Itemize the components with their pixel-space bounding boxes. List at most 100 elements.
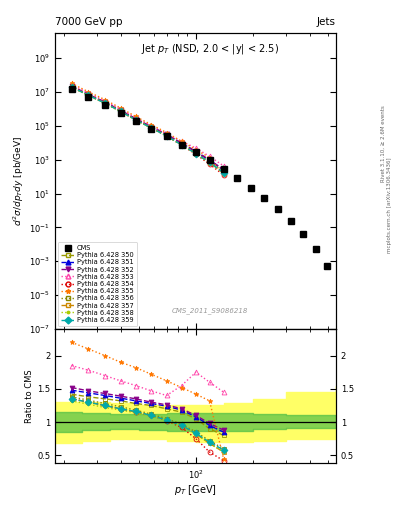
Pythia 6.428 354 <box>103 100 107 106</box>
Pythia 6.428 357 <box>133 117 138 123</box>
Pythia 6.428 357 <box>69 84 74 90</box>
CMS <box>221 165 226 172</box>
Pythia 6.428 351 <box>149 124 154 130</box>
Line: Pythia 6.428 352: Pythia 6.428 352 <box>69 83 226 172</box>
Pythia 6.428 350 <box>86 92 91 98</box>
Pythia 6.428 353 <box>86 90 91 96</box>
Pythia 6.428 350 <box>149 124 154 130</box>
Pythia 6.428 357 <box>194 151 198 157</box>
Pythia 6.428 355 <box>69 80 74 87</box>
CMS <box>288 218 293 224</box>
CMS <box>275 205 280 211</box>
Pythia 6.428 351 <box>179 140 184 146</box>
Pythia 6.428 352 <box>69 83 74 89</box>
Pythia 6.428 353 <box>194 145 198 151</box>
Line: CMS: CMS <box>69 87 329 269</box>
Pythia 6.428 355 <box>207 155 212 161</box>
Line: Pythia 6.428 356: Pythia 6.428 356 <box>69 84 226 175</box>
Pythia 6.428 350 <box>164 132 169 138</box>
Pythia 6.428 350 <box>221 167 226 174</box>
Pythia 6.428 351 <box>194 148 198 155</box>
Pythia 6.428 354 <box>69 84 74 90</box>
Pythia 6.428 352 <box>221 166 226 173</box>
Pythia 6.428 354 <box>86 92 91 98</box>
Pythia 6.428 353 <box>179 138 184 144</box>
Pythia 6.428 355 <box>221 172 226 178</box>
Pythia 6.428 355 <box>133 113 138 119</box>
Pythia 6.428 350 <box>179 140 184 146</box>
Pythia 6.428 357 <box>103 100 107 106</box>
Pythia 6.428 359 <box>86 92 91 98</box>
CMS <box>69 86 74 92</box>
Text: 7000 GeV pp: 7000 GeV pp <box>55 17 123 27</box>
Pythia 6.428 353 <box>103 98 107 104</box>
Pythia 6.428 350 <box>118 108 123 114</box>
Pythia 6.428 358 <box>207 160 212 166</box>
Pythia 6.428 356 <box>207 159 212 165</box>
Y-axis label: Ratio to CMS: Ratio to CMS <box>25 369 34 423</box>
Pythia 6.428 356 <box>194 151 198 157</box>
CMS <box>133 118 138 124</box>
Pythia 6.428 352 <box>103 99 107 105</box>
Line: Pythia 6.428 351: Pythia 6.428 351 <box>69 84 226 172</box>
Pythia 6.428 350 <box>194 149 198 155</box>
Pythia 6.428 358 <box>179 142 184 148</box>
Pythia 6.428 352 <box>164 132 169 138</box>
Pythia 6.428 354 <box>179 142 184 148</box>
Pythia 6.428 353 <box>149 123 154 129</box>
Pythia 6.428 354 <box>221 172 226 178</box>
CMS <box>194 149 198 155</box>
Pythia 6.428 356 <box>118 108 123 114</box>
Pythia 6.428 359 <box>103 100 107 106</box>
Pythia 6.428 351 <box>207 157 212 163</box>
CMS <box>164 133 169 139</box>
Pythia 6.428 354 <box>194 151 198 157</box>
Pythia 6.428 358 <box>164 133 169 139</box>
Pythia 6.428 351 <box>118 108 123 114</box>
Line: Pythia 6.428 350: Pythia 6.428 350 <box>69 84 226 173</box>
Pythia 6.428 358 <box>103 100 107 106</box>
Pythia 6.428 353 <box>164 131 169 137</box>
Y-axis label: $d^{2}\sigma/dp_Tdy$ [pb/GeV]: $d^{2}\sigma/dp_Tdy$ [pb/GeV] <box>12 136 26 226</box>
Pythia 6.428 354 <box>149 125 154 131</box>
Pythia 6.428 356 <box>86 92 91 98</box>
Pythia 6.428 356 <box>133 117 138 123</box>
CMS <box>103 102 107 108</box>
Pythia 6.428 358 <box>194 151 198 157</box>
Pythia 6.428 353 <box>207 153 212 159</box>
Pythia 6.428 352 <box>118 108 123 114</box>
Pythia 6.428 354 <box>133 117 138 123</box>
Pythia 6.428 355 <box>118 105 123 111</box>
Pythia 6.428 351 <box>103 99 107 105</box>
Pythia 6.428 354 <box>207 161 212 167</box>
Pythia 6.428 353 <box>133 115 138 121</box>
Pythia 6.428 355 <box>179 138 184 144</box>
Pythia 6.428 352 <box>149 123 154 130</box>
Text: Jet $p_T$ (NSD, 2.0 < |y| < 2.5): Jet $p_T$ (NSD, 2.0 < |y| < 2.5) <box>141 42 279 56</box>
Pythia 6.428 353 <box>118 106 123 112</box>
CMS <box>235 175 239 181</box>
Pythia 6.428 359 <box>149 125 154 131</box>
Pythia 6.428 352 <box>133 116 138 122</box>
Pythia 6.428 355 <box>103 97 107 103</box>
Pythia 6.428 350 <box>207 158 212 164</box>
Pythia 6.428 351 <box>221 167 226 173</box>
Pythia 6.428 356 <box>164 133 169 139</box>
Pythia 6.428 359 <box>164 133 169 139</box>
Pythia 6.428 351 <box>164 132 169 138</box>
Pythia 6.428 359 <box>133 117 138 123</box>
Line: Pythia 6.428 355: Pythia 6.428 355 <box>69 81 226 177</box>
Pythia 6.428 357 <box>179 142 184 148</box>
Pythia 6.428 354 <box>118 109 123 115</box>
Pythia 6.428 358 <box>133 117 138 123</box>
Line: Pythia 6.428 353: Pythia 6.428 353 <box>69 82 226 168</box>
Pythia 6.428 356 <box>179 142 184 148</box>
Pythia 6.428 356 <box>221 169 226 176</box>
X-axis label: $p_T$ [GeV]: $p_T$ [GeV] <box>174 483 217 497</box>
Pythia 6.428 352 <box>86 91 91 97</box>
Pythia 6.428 359 <box>118 109 123 115</box>
Pythia 6.428 356 <box>103 100 107 106</box>
Pythia 6.428 359 <box>179 142 184 148</box>
Pythia 6.428 355 <box>86 89 91 95</box>
Pythia 6.428 357 <box>86 92 91 98</box>
